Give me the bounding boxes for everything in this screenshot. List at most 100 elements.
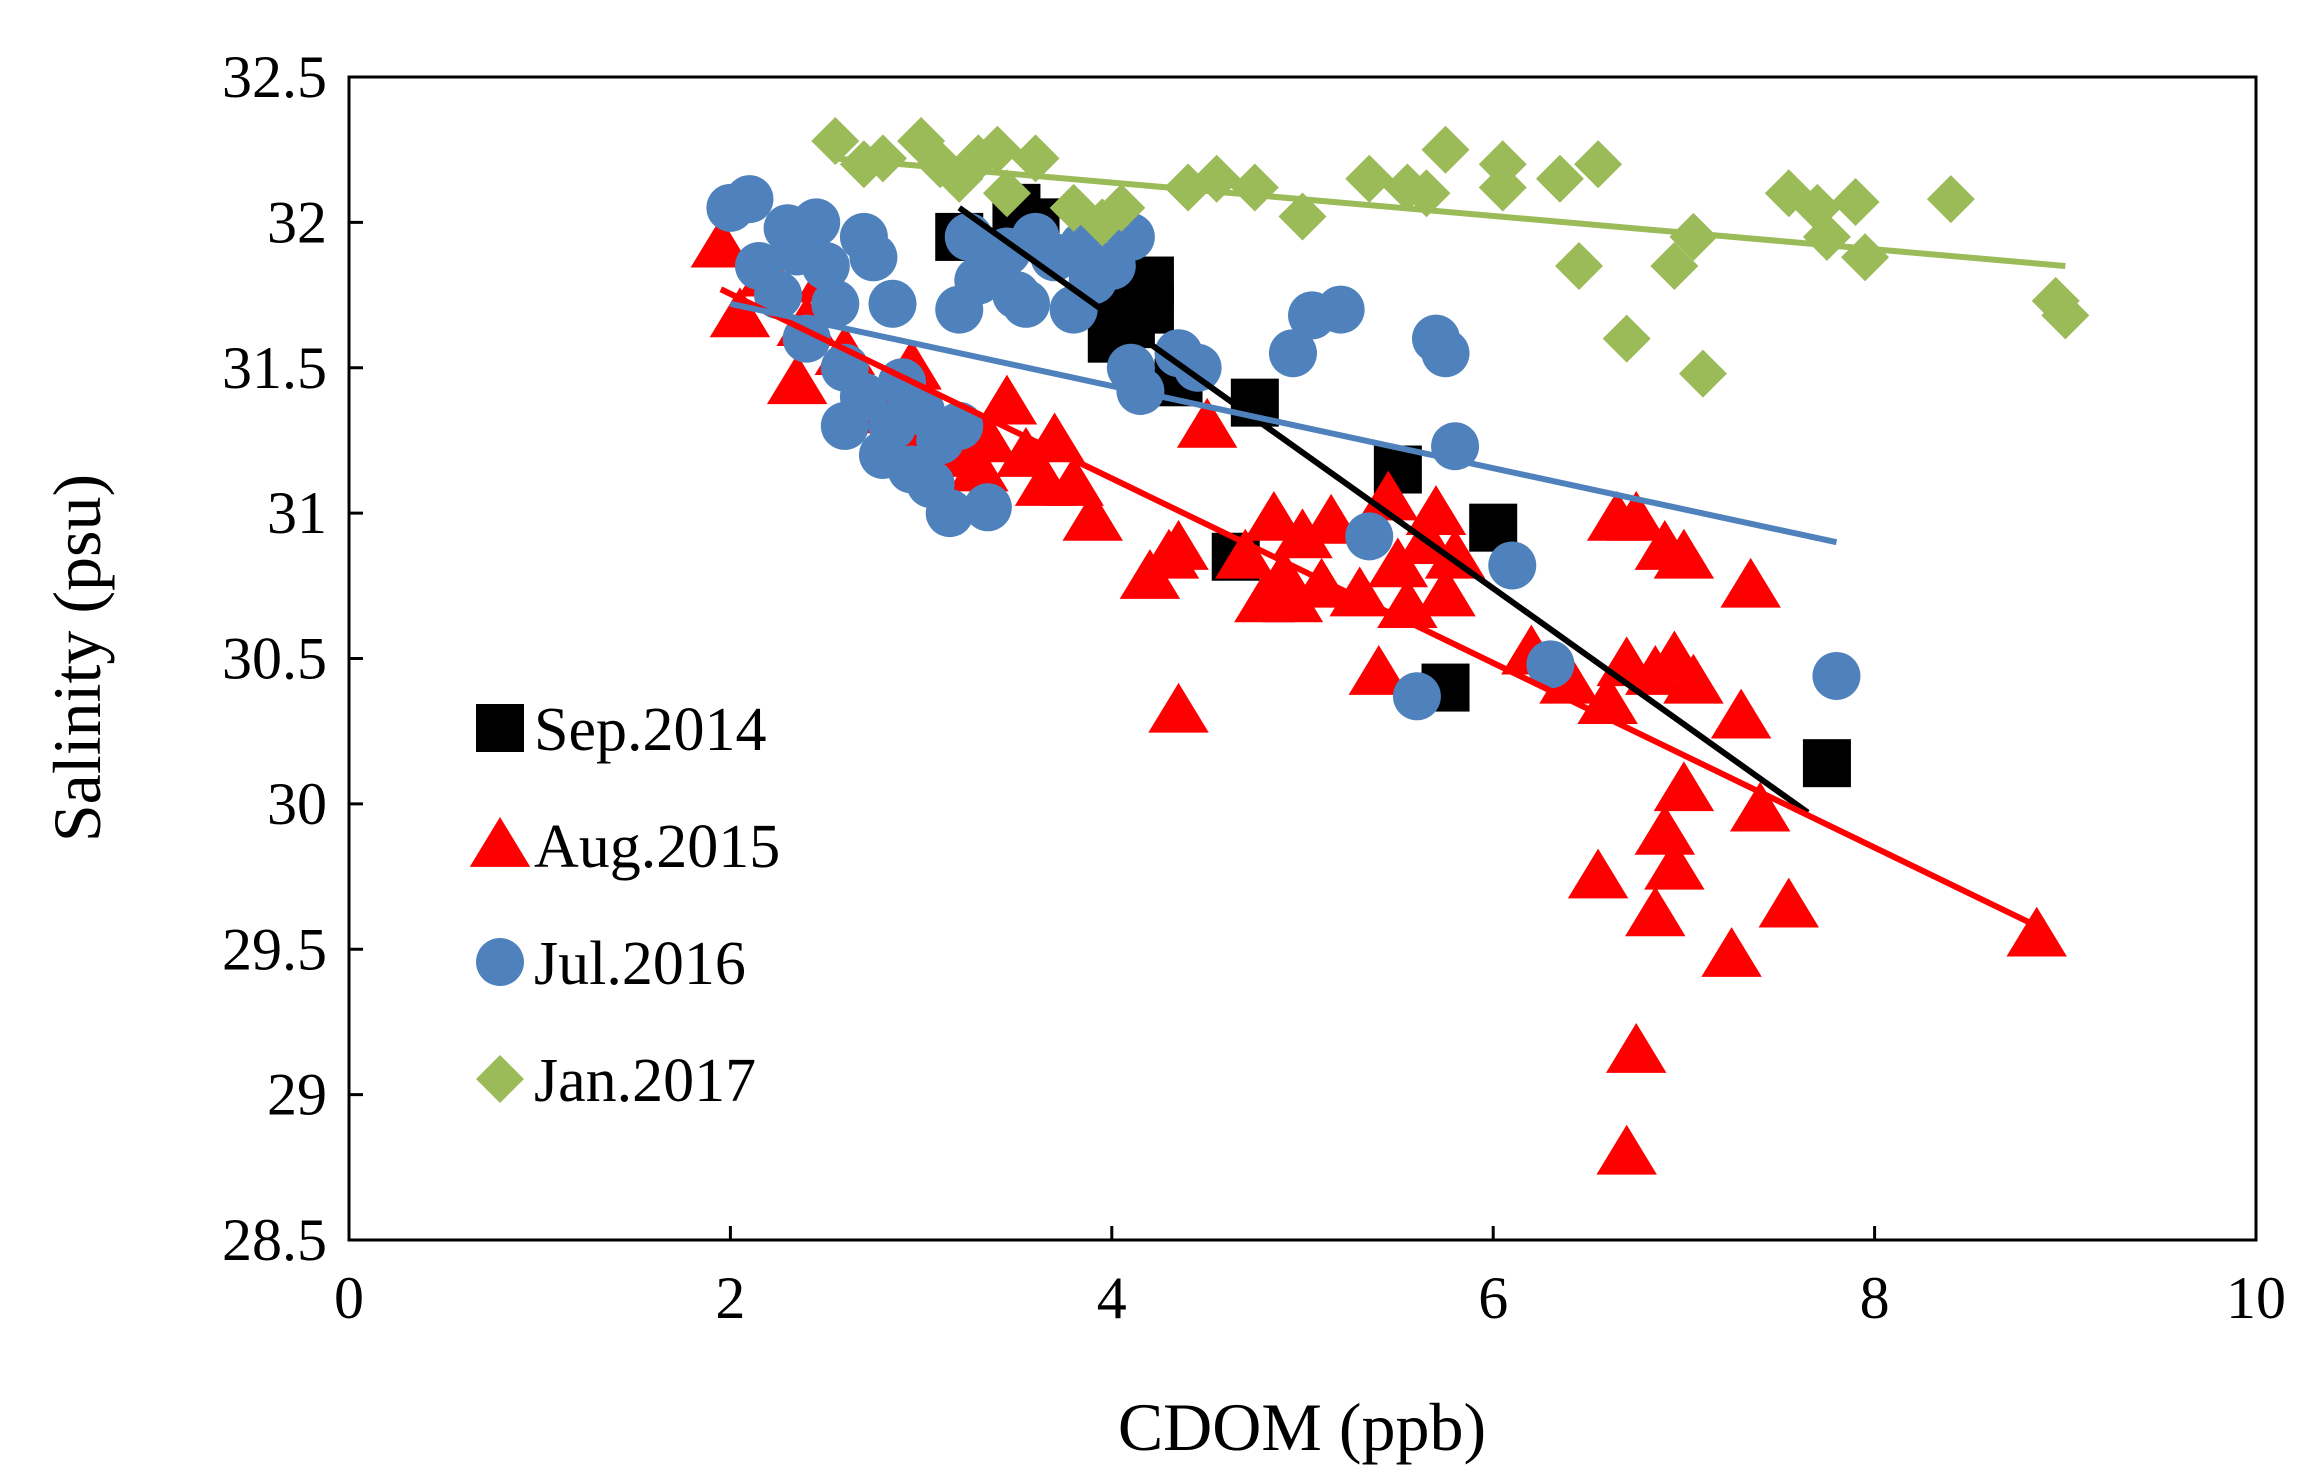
data-point	[1678, 349, 1727, 398]
data-point	[948, 441, 1009, 492]
data-point	[1567, 848, 1629, 899]
data-point	[1596, 1124, 1657, 1175]
data-point	[1535, 154, 1584, 203]
y-tick-label: 32.5	[222, 44, 327, 110]
legend-marker	[476, 938, 524, 986]
data-point	[1424, 528, 1486, 579]
data-point	[1358, 470, 1419, 521]
data-point	[1555, 241, 1604, 290]
data-point	[766, 354, 828, 405]
data-point	[1653, 528, 1715, 579]
data-point	[982, 169, 1031, 218]
data-point	[725, 175, 774, 224]
data-point	[1574, 140, 1623, 189]
data-point	[1125, 285, 1174, 334]
data-point	[1345, 512, 1394, 561]
legend-label: Jan.2017	[534, 1047, 756, 1115]
data-point	[1402, 169, 1451, 218]
data-point	[1625, 886, 1686, 937]
data-point	[1926, 175, 1975, 224]
data-point	[1230, 163, 1279, 212]
data-point	[811, 116, 860, 165]
y-tick-label: 29.5	[222, 916, 327, 982]
data-point	[1316, 285, 1365, 334]
data-point	[1421, 329, 1470, 378]
series-jan-2017	[811, 116, 2090, 398]
data-point	[925, 489, 974, 538]
legend-label: Jul.2016	[534, 930, 746, 998]
legend-marker	[476, 1055, 524, 1103]
trend-lines	[719, 155, 2066, 929]
data-point	[1812, 651, 1861, 700]
data-point	[754, 271, 803, 320]
data-point	[1345, 154, 1394, 203]
series-jul-2016	[706, 175, 1861, 721]
trend-line	[835, 155, 2066, 269]
data-point	[1478, 163, 1527, 212]
legend-label: Sep.2014	[534, 696, 767, 764]
data-point	[973, 125, 1022, 174]
data-point	[1729, 781, 1791, 832]
trend-line	[719, 286, 2039, 929]
data-point	[1605, 1023, 1667, 1073]
data-point	[1043, 456, 1104, 506]
data-point	[849, 233, 898, 282]
data-point	[1701, 927, 1762, 977]
data-point	[1268, 329, 1317, 378]
data-point	[1062, 490, 1123, 541]
data-point	[1405, 485, 1467, 535]
data-point	[858, 134, 907, 183]
y-tick-label: 29	[267, 1062, 327, 1128]
data-point	[690, 217, 752, 268]
x-tick-label: 4	[1097, 1265, 1127, 1331]
data-point	[868, 279, 917, 328]
data-point	[1024, 412, 1085, 463]
data-point	[1526, 640, 1575, 689]
data-point	[1758, 877, 1820, 928]
data-point	[1602, 314, 1651, 363]
legend-marker	[469, 817, 531, 867]
data-points	[690, 116, 2090, 1175]
y-tick-label: 30	[267, 771, 327, 837]
data-point	[1710, 688, 1772, 739]
data-point	[1272, 508, 1333, 559]
data-point	[1278, 192, 1327, 241]
data-point	[1634, 804, 1696, 855]
data-point	[1841, 233, 1890, 282]
x-tick-label: 6	[1478, 1265, 1508, 1331]
data-point	[1663, 653, 1724, 704]
data-point	[1644, 839, 1705, 890]
y-axis-ticks: 28.5 29 29.5 30 30.5 31 31.5 32 32.5	[222, 44, 363, 1273]
y-tick-label: 30.5	[222, 626, 327, 692]
data-point	[1802, 739, 1851, 788]
x-tick-label: 2	[715, 1265, 745, 1331]
y-tick-label: 28.5	[222, 1207, 327, 1273]
data-point	[811, 279, 860, 328]
data-point	[1176, 397, 1238, 448]
data-point	[1488, 541, 1537, 590]
x-tick-label: 8	[1860, 1265, 1890, 1331]
y-tick-label: 32	[267, 189, 327, 255]
data-point	[963, 483, 1012, 532]
data-point	[1415, 566, 1476, 617]
data-point	[1097, 183, 1146, 232]
data-point	[792, 198, 841, 247]
legend: Sep.2014 Aug.2015 Jul.2016 Jan.2017	[469, 696, 780, 1115]
data-point	[1831, 178, 1880, 227]
data-point	[1650, 241, 1699, 290]
data-point	[976, 374, 1038, 425]
data-point	[1653, 761, 1715, 812]
x-tick-label: 10	[2226, 1265, 2286, 1331]
data-point	[1392, 672, 1441, 721]
data-point	[1669, 212, 1718, 261]
data-point	[1243, 490, 1305, 541]
x-axis-title: CDOM (ppb)	[1118, 1389, 1486, 1465]
x-tick-label: 0	[334, 1265, 364, 1331]
data-point	[1720, 557, 1781, 608]
data-point	[2006, 906, 2067, 957]
data-point	[2041, 291, 2090, 340]
trend-line	[957, 205, 1810, 816]
legend-marker	[476, 704, 524, 752]
